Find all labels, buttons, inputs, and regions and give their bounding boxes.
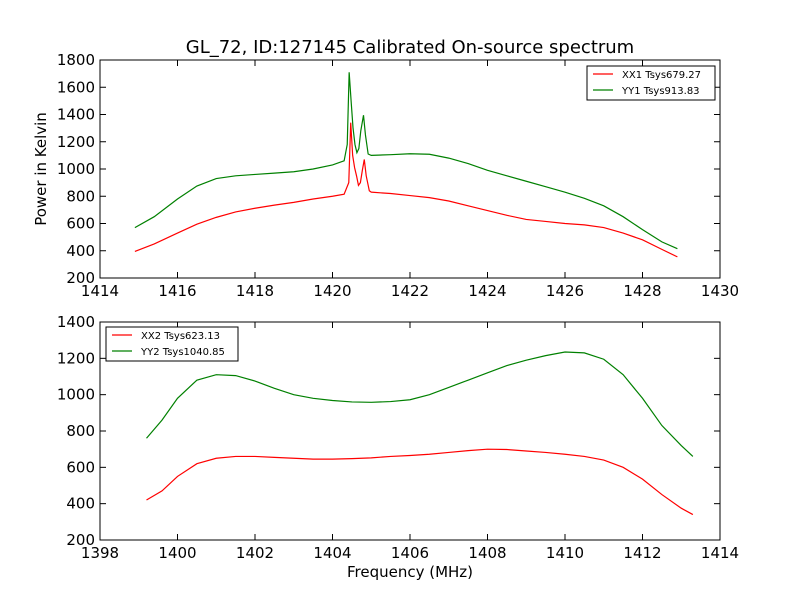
bottom-legend: XX2 Tsys623.13 YY2 Tsys1040.85 <box>105 326 239 362</box>
x-tick-label: 1406 <box>391 544 429 562</box>
y-tick-label: 1400 <box>57 313 95 331</box>
bottom-series-line-1 <box>146 351 694 457</box>
y-tick-label: 200 <box>66 531 95 549</box>
legend-label-xx2: XX2 Tsys623.13 <box>141 331 220 342</box>
y-tick-label: 1000 <box>57 386 95 404</box>
x-tick-label: 1416 <box>158 282 196 300</box>
legend-box <box>105 326 239 362</box>
y-tick-label: 1200 <box>57 349 95 367</box>
y-axis-label: Power in Kelvin <box>32 112 50 226</box>
y-tick-label: 600 <box>66 215 95 233</box>
y-tick-label: 1000 <box>57 160 95 178</box>
y-tick-label: 400 <box>66 495 95 513</box>
x-tick-label: 1402 <box>236 544 274 562</box>
x-tick-label: 1418 <box>236 282 274 300</box>
legend-label-xx1: XX1 Tsys679.27 <box>622 70 701 81</box>
y-tick-label: 400 <box>66 242 95 260</box>
y-tick-label: 1400 <box>57 106 95 124</box>
x-tick-label: 1426 <box>546 282 584 300</box>
bottom-plot-ticks: 1398 1400 1402 1404 1406 1408 1410 1412 1414 200 4… <box>57 313 739 562</box>
x-tick-label: 1424 <box>468 282 506 300</box>
top-legend: XX1 Tsys679.27 YY1 Tsys913.83 <box>586 65 716 101</box>
legend-label-yy2: YY2 Tsys1040.85 <box>140 347 225 358</box>
chart-title: GL_72, ID:127145 Calibrated On-source sp… <box>186 37 634 58</box>
x-axis-label: Frequency (MHz) <box>347 563 473 581</box>
x-tick-label: 1428 <box>623 282 661 300</box>
x-tick-label: 1400 <box>158 544 196 562</box>
x-tick-label: 1414 <box>81 282 119 300</box>
bottom-series-line-0 <box>146 448 694 516</box>
top-series-line-1 <box>134 72 678 250</box>
x-tick-label: 1398 <box>81 544 119 562</box>
top-plot-ticks: 1414 1416 1418 1420 1422 1424 1426 1428 1430 200 4… <box>57 51 739 300</box>
y-tick-label: 1600 <box>57 78 95 96</box>
legend-label-yy1: YY1 Tsys913.83 <box>621 86 700 97</box>
y-tick-label: 1200 <box>57 133 95 151</box>
y-tick-label: 1800 <box>57 51 95 69</box>
x-tick-label: 1414 <box>701 544 739 562</box>
legend-box <box>586 65 716 101</box>
y-tick-label: 200 <box>66 269 95 287</box>
x-tick-label: 1408 <box>468 544 506 562</box>
x-tick-label: 1430 <box>701 282 739 300</box>
y-tick-label: 600 <box>66 458 95 476</box>
x-tick-label: 1412 <box>623 544 661 562</box>
top-plot-series <box>134 72 678 258</box>
x-tick-label: 1422 <box>391 282 429 300</box>
bottom-plot-series <box>146 351 694 516</box>
y-tick-label: 800 <box>66 187 95 205</box>
x-tick-label: 1410 <box>546 544 584 562</box>
y-tick-label: 800 <box>66 422 95 440</box>
x-tick-label: 1404 <box>313 544 351 562</box>
x-tick-label: 1420 <box>313 282 351 300</box>
top-series-line-0 <box>134 122 678 258</box>
